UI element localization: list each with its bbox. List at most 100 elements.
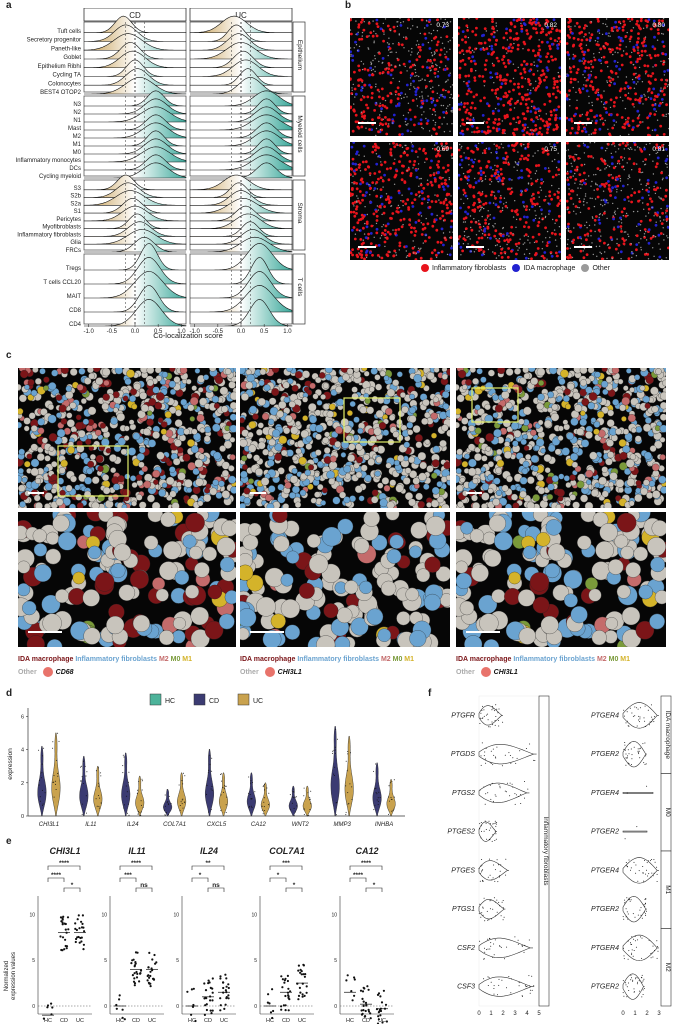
cell-dot bbox=[656, 24, 658, 26]
cell-dot bbox=[568, 18, 571, 20]
cell-dot bbox=[361, 160, 365, 164]
x-tick-label: 1.0 bbox=[283, 329, 292, 335]
segmented-cell bbox=[120, 448, 128, 456]
cell-dot bbox=[643, 146, 646, 148]
cell-dot bbox=[379, 197, 382, 199]
strip-label: Stroma bbox=[296, 203, 303, 224]
cell-dot bbox=[497, 118, 501, 121]
cell-dot bbox=[530, 22, 534, 26]
cell-dot bbox=[386, 70, 390, 74]
cell-dot bbox=[498, 255, 500, 257]
cell-dot bbox=[558, 250, 561, 254]
cell-dot bbox=[654, 188, 658, 192]
cell-dot bbox=[397, 228, 401, 231]
cell-dot bbox=[552, 86, 556, 90]
cell-dot bbox=[496, 244, 498, 246]
cell-dot bbox=[417, 168, 420, 170]
cell-dot bbox=[395, 104, 398, 108]
cell-dot bbox=[363, 67, 367, 71]
cell-dot bbox=[618, 144, 620, 146]
cell-dot bbox=[391, 51, 393, 53]
cell-dot bbox=[584, 130, 588, 134]
cell-dot bbox=[380, 234, 383, 237]
cell-dot bbox=[655, 146, 659, 150]
cell-dot bbox=[552, 18, 556, 22]
cell-dot bbox=[442, 110, 445, 114]
segmented-cell bbox=[18, 448, 25, 456]
cell-dot bbox=[398, 64, 401, 66]
cell-dot bbox=[587, 155, 590, 158]
segmented-cell bbox=[44, 455, 51, 462]
cell-dot bbox=[434, 52, 436, 54]
cell-dot bbox=[446, 21, 449, 23]
cell-dot bbox=[381, 179, 385, 183]
cell-dot bbox=[549, 110, 553, 114]
segmented-cell bbox=[190, 445, 199, 454]
cell-dot bbox=[471, 124, 474, 128]
cell-dot bbox=[401, 200, 405, 203]
cell-dot bbox=[526, 158, 530, 162]
cell-dot bbox=[522, 112, 526, 116]
segmented-cell bbox=[189, 416, 196, 422]
cell-dot bbox=[430, 100, 434, 104]
cell-dot bbox=[452, 231, 453, 233]
cell-dot bbox=[424, 27, 426, 29]
cell-dot bbox=[646, 54, 648, 57]
cell-dot bbox=[631, 256, 633, 259]
cell-dot bbox=[631, 188, 634, 190]
cell-dot bbox=[609, 35, 611, 37]
cell-dot bbox=[485, 147, 488, 150]
cell-dot bbox=[360, 213, 364, 217]
cell-dot bbox=[547, 60, 550, 63]
cell-dot bbox=[459, 59, 463, 63]
segmented-cell bbox=[203, 374, 210, 381]
segmented-cell bbox=[106, 615, 125, 635]
cell-dot bbox=[462, 221, 465, 223]
cell-dot bbox=[420, 79, 422, 82]
cell-dot bbox=[576, 68, 580, 71]
cell-dot bbox=[383, 229, 387, 232]
cell-dot bbox=[499, 74, 502, 78]
cell-dot bbox=[544, 22, 548, 25]
cell-dot bbox=[436, 163, 439, 167]
cell-dot bbox=[497, 176, 501, 180]
cell-dot bbox=[623, 207, 626, 210]
cell-dot bbox=[667, 28, 669, 32]
cell-dot bbox=[351, 93, 354, 96]
segmented-cell bbox=[426, 465, 434, 473]
cell-dot bbox=[352, 210, 356, 214]
x-tick-label: -1.0 bbox=[189, 329, 200, 335]
segmented-cell bbox=[314, 491, 321, 498]
cell-dot bbox=[599, 251, 601, 253]
cell-dot bbox=[402, 114, 405, 117]
cell-dot bbox=[459, 125, 462, 127]
cell-dot bbox=[628, 174, 630, 176]
cell-dot bbox=[632, 162, 636, 166]
cell-dot bbox=[599, 231, 601, 233]
cell-dot bbox=[449, 225, 453, 229]
cell-dot bbox=[663, 70, 666, 73]
cell-dot bbox=[642, 44, 645, 48]
cell-dot bbox=[375, 162, 379, 166]
cell-dot bbox=[625, 52, 628, 56]
cell-dot bbox=[445, 107, 448, 110]
cell-dot bbox=[626, 195, 630, 199]
segmented-cell bbox=[330, 389, 338, 396]
cell-dot bbox=[381, 226, 383, 228]
cell-dot bbox=[623, 148, 625, 150]
cell-dot bbox=[581, 179, 585, 182]
cell-dot bbox=[389, 151, 393, 155]
cell-dot bbox=[605, 60, 609, 64]
cell-dot bbox=[566, 162, 569, 166]
cell-dot bbox=[434, 35, 438, 39]
cell-dot bbox=[551, 92, 555, 96]
cell-dot bbox=[583, 163, 586, 166]
cell-dot bbox=[626, 116, 630, 120]
cell-dot bbox=[625, 76, 628, 78]
cell-dot bbox=[530, 199, 533, 203]
segmented-cell bbox=[48, 382, 57, 391]
cell-dot bbox=[446, 57, 450, 61]
cell-dot bbox=[458, 73, 462, 77]
cell-dot bbox=[422, 223, 425, 226]
cell-dot bbox=[566, 128, 568, 132]
